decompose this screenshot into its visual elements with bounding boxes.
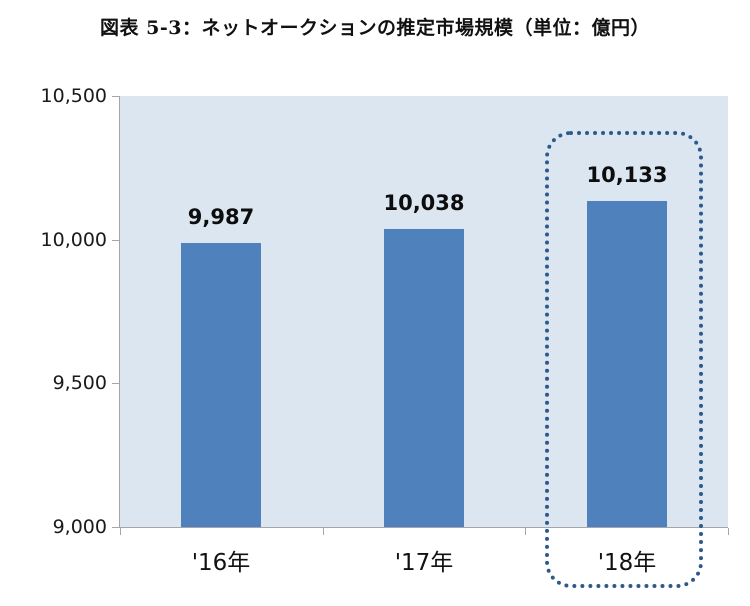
y-tick bbox=[112, 527, 120, 528]
x-tick bbox=[525, 528, 526, 535]
y-tick bbox=[112, 240, 120, 241]
y-tick-label: 10,500 bbox=[40, 85, 107, 107]
bar-value-label: 10,133 bbox=[586, 163, 668, 187]
y-tick-label: 10,000 bbox=[40, 229, 107, 251]
x-tick-label: '17年 bbox=[394, 550, 454, 576]
bar-value-label: 9,987 bbox=[187, 205, 255, 229]
y-tick bbox=[112, 383, 120, 384]
bar bbox=[181, 243, 261, 527]
x-tick bbox=[728, 528, 729, 535]
bar bbox=[384, 229, 464, 527]
highlight-dotted-box bbox=[545, 131, 703, 588]
x-tick-label: '16年 bbox=[191, 550, 251, 576]
x-tick bbox=[120, 528, 121, 535]
chart-title: 図表 5-3：ネットオークションの推定市場規模（単位：億円） bbox=[100, 17, 650, 39]
y-tick-label: 9,500 bbox=[52, 372, 107, 394]
y-tick-label: 9,000 bbox=[52, 516, 107, 538]
x-axis bbox=[112, 527, 728, 528]
y-axis bbox=[119, 96, 120, 528]
bar-value-label: 10,038 bbox=[383, 191, 465, 215]
x-tick-label: '18年 bbox=[597, 550, 657, 576]
bar bbox=[587, 201, 667, 527]
y-tick bbox=[112, 96, 120, 97]
x-tick bbox=[323, 528, 324, 535]
